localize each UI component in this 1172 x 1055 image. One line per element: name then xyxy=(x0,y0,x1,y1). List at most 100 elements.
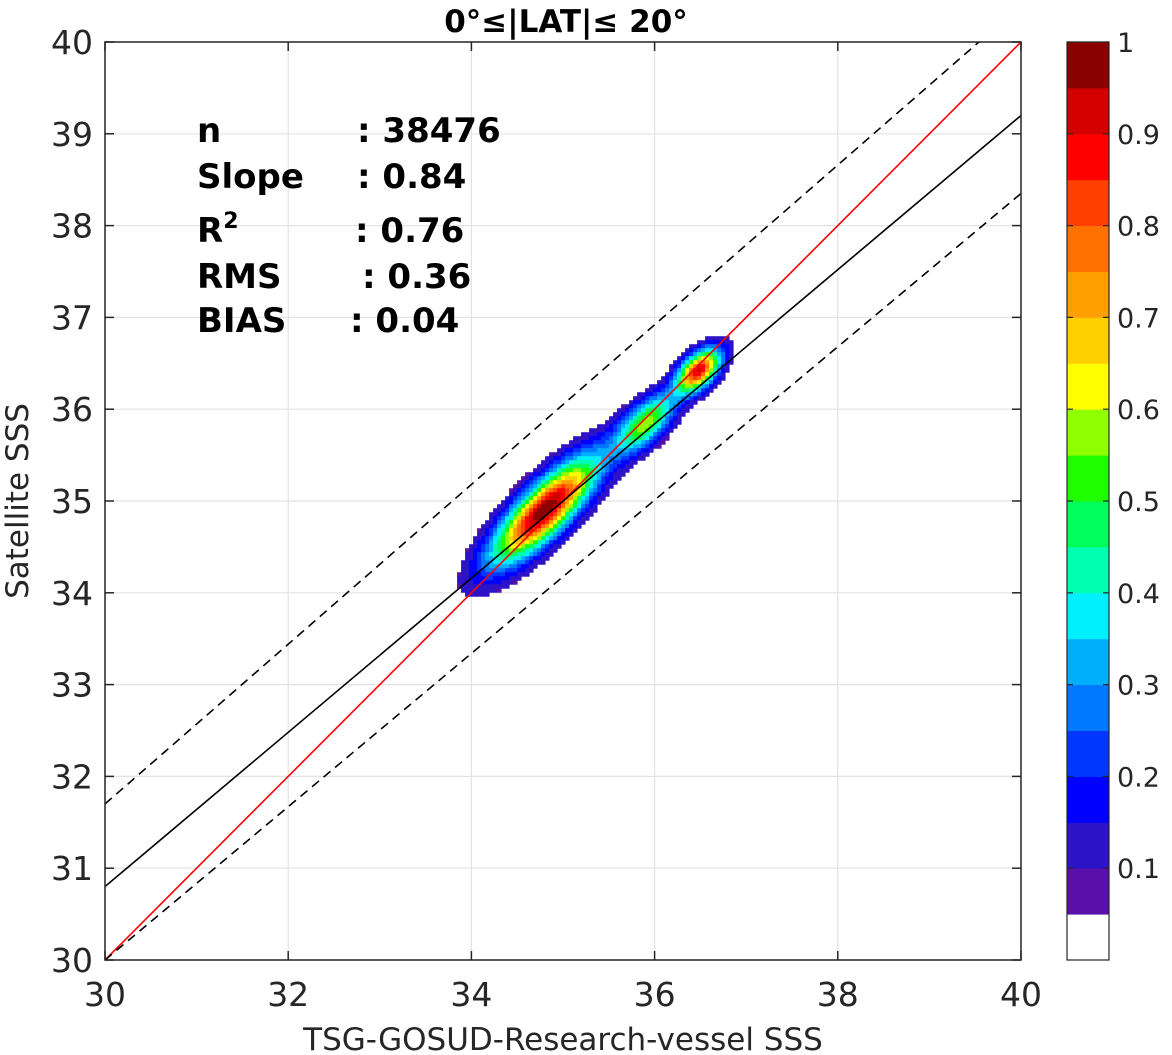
y-tick-label: 36 xyxy=(51,390,93,429)
density-cell xyxy=(469,552,474,557)
density-cell xyxy=(585,448,590,453)
density-cell xyxy=(541,524,546,529)
density-cell xyxy=(501,584,506,589)
x-axis-label: TSG-GOSUD-Research-vessel SSS xyxy=(302,1022,823,1055)
density-cell xyxy=(565,488,570,493)
density-cell xyxy=(721,372,726,377)
density-cell xyxy=(501,508,506,513)
density-cell xyxy=(625,424,630,429)
density-cell xyxy=(509,516,514,521)
density-cell xyxy=(549,548,554,553)
density-cell xyxy=(721,368,726,373)
density-cell xyxy=(597,456,602,461)
density-cell xyxy=(665,408,670,413)
density-cell xyxy=(577,520,582,525)
density-cell xyxy=(573,492,578,497)
density-cell xyxy=(585,456,590,461)
density-cell xyxy=(633,424,638,429)
stat-label: BIAS xyxy=(197,301,286,341)
grid xyxy=(104,41,1022,961)
density-cell xyxy=(565,464,570,469)
density-cell xyxy=(517,488,522,493)
density-cell xyxy=(629,452,634,457)
density-cell xyxy=(649,388,654,393)
density-cell xyxy=(509,492,514,497)
density-cell xyxy=(637,428,642,433)
stat-value: : 0.84 xyxy=(357,157,466,197)
density-cell xyxy=(645,416,650,421)
density-cell xyxy=(533,516,538,521)
density-cell xyxy=(601,432,606,437)
density-cell xyxy=(513,512,518,517)
colorbar-segment xyxy=(1067,87,1109,135)
density-cell xyxy=(697,344,702,349)
density-cell xyxy=(617,436,622,441)
stat-label: n xyxy=(197,111,221,151)
density-cell xyxy=(517,512,522,517)
density-cell xyxy=(669,404,674,409)
density-cell xyxy=(513,532,518,537)
density-cell xyxy=(521,548,526,553)
density-cell xyxy=(549,492,554,497)
density-cell xyxy=(577,496,582,501)
density-cell xyxy=(705,364,710,369)
density-cell xyxy=(629,456,634,461)
density-cell xyxy=(561,484,566,489)
density-cell xyxy=(581,504,586,509)
y-tick-label: 35 xyxy=(51,482,93,521)
density-cell xyxy=(581,512,586,517)
density-cell xyxy=(589,456,594,461)
density-cell xyxy=(525,544,530,549)
density-cell xyxy=(593,492,598,497)
density-cell xyxy=(489,576,494,581)
density-cell xyxy=(525,512,530,517)
density-cell xyxy=(549,528,554,533)
density-cell xyxy=(709,340,714,345)
density-cell xyxy=(549,536,554,541)
density-cell xyxy=(573,476,578,481)
density-cell xyxy=(541,468,546,473)
density-cell xyxy=(457,580,462,585)
density-cell xyxy=(493,568,498,573)
density-cell xyxy=(545,472,550,477)
density-cell xyxy=(701,348,706,353)
density-cell xyxy=(653,424,658,429)
density-cell xyxy=(573,464,578,469)
density-cell xyxy=(665,380,670,385)
density-cell xyxy=(521,520,526,525)
density-cell xyxy=(577,472,582,477)
density-cell xyxy=(677,376,682,381)
density-cell xyxy=(473,560,478,565)
density-cell xyxy=(661,380,666,385)
density-cell xyxy=(469,556,474,561)
density-cell xyxy=(573,508,578,513)
density-cell xyxy=(493,572,498,577)
density-cell xyxy=(701,388,706,393)
density-cell xyxy=(557,544,562,549)
density-cell xyxy=(609,484,614,489)
density-cell xyxy=(589,432,594,437)
density-cell xyxy=(501,532,506,537)
density-cell xyxy=(497,564,502,569)
density-cell xyxy=(613,424,618,429)
density-cell xyxy=(565,520,570,525)
density-cell xyxy=(545,556,550,561)
density-cell xyxy=(609,460,614,465)
density-cell xyxy=(557,532,562,537)
density-cell xyxy=(677,404,682,409)
density-cell xyxy=(541,540,546,545)
density-cell xyxy=(517,524,522,529)
density-cell xyxy=(489,548,494,553)
colorbar-segment xyxy=(1067,914,1109,961)
density-cell xyxy=(713,360,718,365)
density-cell xyxy=(553,500,558,505)
density-cell xyxy=(653,408,658,413)
density-cell xyxy=(529,536,534,541)
density-cell xyxy=(561,476,566,481)
density-cell xyxy=(621,424,626,429)
density-cell xyxy=(489,544,494,549)
density-cell xyxy=(657,432,662,437)
density-cell xyxy=(521,572,526,577)
density-cell xyxy=(493,548,498,553)
density-cell xyxy=(469,564,474,569)
